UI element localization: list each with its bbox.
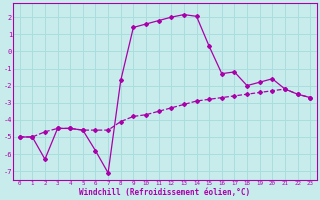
X-axis label: Windchill (Refroidissement éolien,°C): Windchill (Refroidissement éolien,°C) [79,188,251,197]
